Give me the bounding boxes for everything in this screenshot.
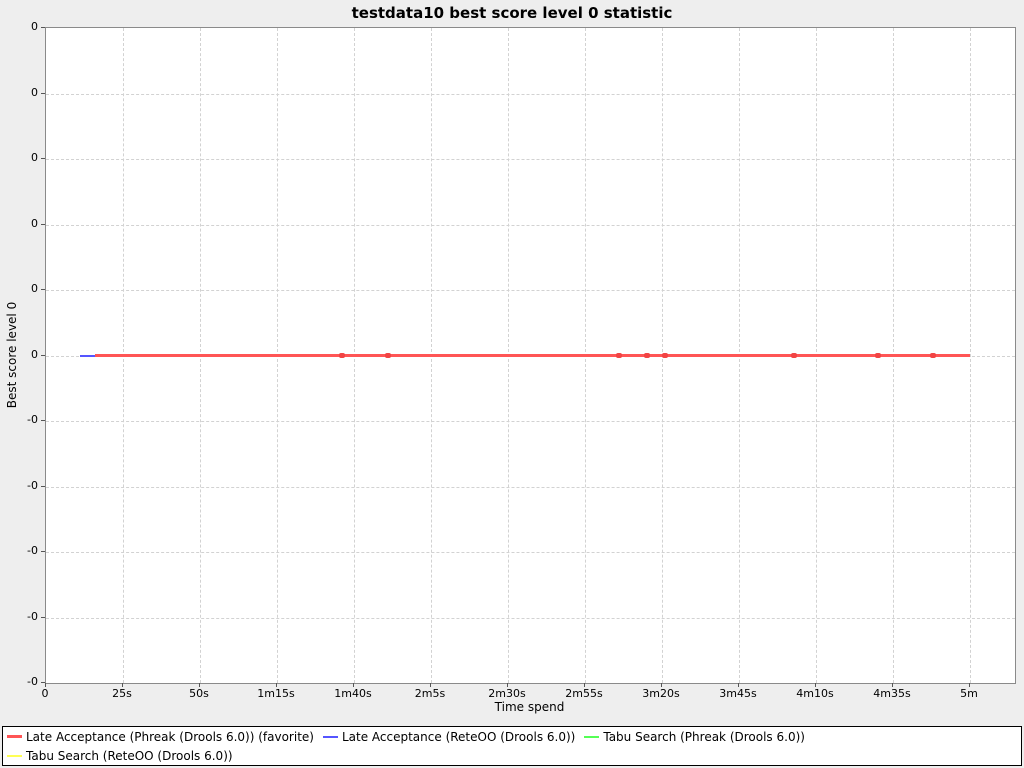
x-tick-label: 4m35s bbox=[873, 687, 911, 700]
x-tick-label: 0 bbox=[41, 687, 49, 700]
x-tick-mark bbox=[584, 683, 585, 687]
x-tick-mark bbox=[815, 683, 816, 687]
legend-line-swatch bbox=[322, 735, 338, 738]
x-tick-label: 3m45s bbox=[719, 687, 757, 700]
y-tick-label: -0 bbox=[27, 544, 38, 557]
y-gridline bbox=[46, 290, 1015, 291]
y-tick-mark bbox=[41, 616, 45, 618]
legend-item: Late Acceptance (ReteOO (Drools 6.0)) bbox=[322, 729, 576, 744]
x-tick-mark bbox=[507, 683, 508, 687]
series-marker bbox=[791, 353, 798, 358]
y-gridline bbox=[46, 486, 1015, 488]
x-tick-mark bbox=[122, 683, 123, 687]
legend-row: Tabu Search (ReteOO (Drools 6.0)) bbox=[7, 746, 1017, 765]
y-tick-mark bbox=[41, 354, 45, 356]
legend-label: Late Acceptance (Phreak (Drools 6.0)) (f… bbox=[26, 729, 314, 744]
legend-line-swatch bbox=[584, 735, 600, 738]
y-tick-label: 0 bbox=[31, 282, 38, 295]
x-tick-mark bbox=[353, 683, 354, 687]
y-tick-label: 0 bbox=[31, 20, 38, 33]
y-gridline bbox=[46, 421, 1015, 422]
y-tick-label: 0 bbox=[31, 151, 38, 164]
series-marker bbox=[384, 353, 391, 358]
y-tick-mark bbox=[41, 682, 45, 683]
y-tick-mark bbox=[41, 420, 45, 421]
legend-label: Tabu Search (ReteOO (Drools 6.0)) bbox=[26, 748, 233, 763]
x-tick-label: 5m bbox=[960, 687, 978, 700]
x-tick-mark bbox=[892, 683, 893, 687]
legend-label: Late Acceptance (ReteOO (Drools 6.0)) bbox=[341, 729, 576, 744]
x-tick-mark bbox=[969, 683, 970, 687]
legend-item: Tabu Search (ReteOO (Drools 6.0)) bbox=[7, 749, 233, 763]
x-tick-mark bbox=[199, 683, 200, 687]
legend-line-swatch bbox=[7, 735, 22, 738]
series-marker bbox=[662, 353, 669, 358]
y-tick-mark bbox=[41, 551, 45, 552]
series-marker bbox=[930, 353, 937, 358]
y-tick-mark bbox=[41, 158, 45, 159]
series-marker bbox=[874, 353, 881, 358]
series-line bbox=[95, 354, 970, 357]
x-tick-label: 3m20s bbox=[642, 687, 680, 700]
x-tick-label: 2m55s bbox=[565, 687, 603, 700]
y-gridline bbox=[46, 617, 1015, 619]
x-tick-label: 2m30s bbox=[488, 687, 526, 700]
x-tick-mark bbox=[430, 683, 431, 687]
y-tick-mark bbox=[41, 485, 45, 487]
x-axis-label: Time spend bbox=[494, 700, 565, 714]
x-tick-label: 4m10s bbox=[796, 687, 834, 700]
x-tick-label: 50s bbox=[189, 687, 209, 700]
y-gridline bbox=[46, 159, 1015, 160]
legend-item: Late Acceptance (Phreak (Drools 6.0)) (f… bbox=[7, 730, 314, 744]
x-tick-label: 1m15s bbox=[257, 687, 295, 700]
x-tick-label: 1m40s bbox=[334, 687, 372, 700]
y-tick-label: 0 bbox=[31, 347, 38, 361]
y-tick-label: -0 bbox=[27, 413, 38, 426]
y-gridline bbox=[46, 224, 1015, 226]
y-tick-mark bbox=[41, 92, 45, 94]
legend-line-swatch bbox=[7, 754, 22, 757]
y-tick-mark bbox=[41, 27, 45, 28]
legend-label: Tabu Search (Phreak (Drools 6.0)) bbox=[603, 729, 805, 744]
x-tick-mark bbox=[738, 683, 739, 687]
y-tick-mark bbox=[41, 223, 45, 225]
x-tick-label: 2m5s bbox=[414, 687, 446, 700]
x-tick-mark bbox=[661, 683, 662, 687]
legend: Late Acceptance (Phreak (Drools 6.0)) (f… bbox=[2, 726, 1022, 766]
y-tick-label: -0 bbox=[27, 478, 38, 492]
y-gridline bbox=[46, 93, 1015, 95]
y-tick-mark bbox=[41, 289, 45, 290]
x-tick-mark bbox=[276, 683, 277, 687]
x-tick-label: 25s bbox=[112, 687, 132, 700]
legend-item: Tabu Search (Phreak (Drools 6.0)) bbox=[584, 730, 805, 744]
series-marker bbox=[643, 353, 650, 358]
y-tick-label: -0 bbox=[27, 609, 38, 623]
series-marker bbox=[615, 353, 622, 358]
series-marker bbox=[338, 353, 345, 358]
x-tick-mark bbox=[45, 683, 46, 687]
y-tick-label: 0 bbox=[31, 85, 38, 99]
plot-area bbox=[45, 27, 1016, 684]
chart-title: testdata10 best score level 0 statistic bbox=[351, 4, 673, 22]
y-tick-label: 0 bbox=[31, 216, 38, 230]
legend-row: Late Acceptance (Phreak (Drools 6.0)) (f… bbox=[7, 727, 1017, 746]
y-gridline bbox=[46, 552, 1015, 553]
y-tick-label: -0 bbox=[27, 675, 38, 688]
